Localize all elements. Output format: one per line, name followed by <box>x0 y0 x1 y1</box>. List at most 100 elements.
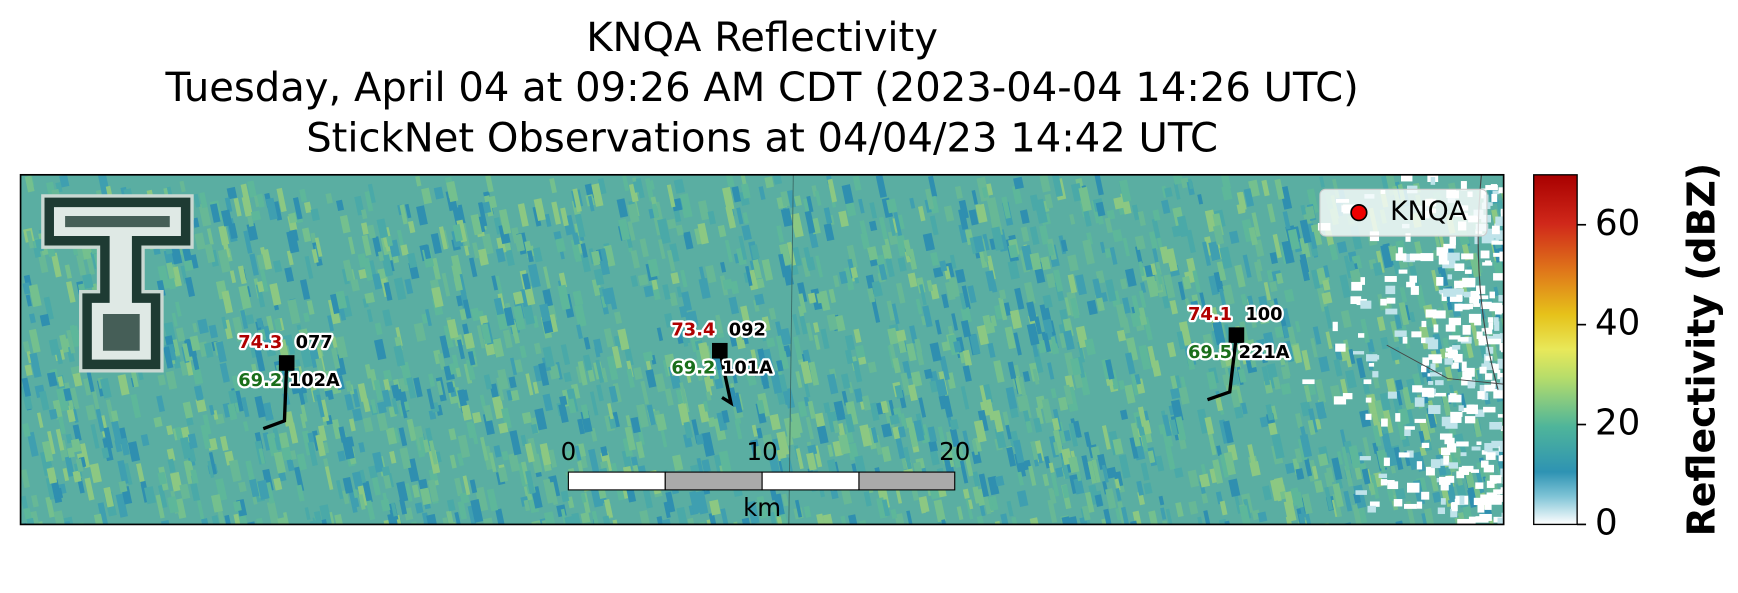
echo <box>664 312 674 328</box>
echo <box>1007 260 1020 280</box>
clear-air <box>1406 450 1414 458</box>
echo <box>470 213 483 236</box>
clear-air <box>1414 418 1426 423</box>
echo <box>533 198 546 222</box>
clear-air <box>1404 429 1411 437</box>
echo <box>642 351 654 362</box>
echo <box>166 262 176 281</box>
echo <box>766 337 776 348</box>
echo <box>1301 493 1313 515</box>
echo <box>389 450 397 464</box>
echo <box>786 241 797 266</box>
echo <box>656 516 666 525</box>
echo <box>792 313 801 336</box>
echo <box>359 469 367 484</box>
echo <box>1273 298 1280 310</box>
echo <box>679 322 689 347</box>
echo <box>498 209 512 235</box>
echo <box>377 251 385 262</box>
echo <box>756 495 768 519</box>
clear-air <box>1497 414 1504 418</box>
echo <box>630 416 641 434</box>
echo <box>617 328 630 351</box>
echo <box>929 215 939 236</box>
echo <box>491 395 506 420</box>
echo <box>82 273 94 289</box>
echo <box>348 418 356 432</box>
clear-air <box>1447 274 1453 280</box>
echo <box>794 499 803 518</box>
echo <box>341 436 355 460</box>
echo <box>884 238 893 259</box>
echo <box>841 184 854 205</box>
echo <box>224 514 233 525</box>
echo <box>508 376 517 389</box>
echo <box>995 475 1005 487</box>
echo <box>778 350 790 370</box>
echo <box>427 479 439 503</box>
echo <box>1138 290 1147 308</box>
echo <box>124 463 133 486</box>
echo <box>448 428 457 441</box>
clear-air <box>1448 335 1461 340</box>
echo <box>841 390 849 406</box>
echo <box>751 424 758 437</box>
echo <box>1261 179 1270 197</box>
echo <box>949 419 959 431</box>
station-marker <box>278 355 295 371</box>
echo <box>915 298 923 315</box>
echo <box>387 513 398 525</box>
echo <box>750 349 760 374</box>
echo <box>914 338 923 354</box>
clear-air <box>1473 303 1480 307</box>
echo <box>666 249 676 272</box>
echo <box>1348 348 1356 365</box>
echo <box>1134 235 1146 251</box>
echo <box>403 401 410 411</box>
clear-air <box>1448 317 1461 326</box>
echo <box>949 428 960 448</box>
echo <box>885 258 895 278</box>
echo <box>1321 291 1333 305</box>
echo <box>342 259 354 282</box>
echo <box>1016 490 1029 507</box>
echo <box>428 440 438 465</box>
echo <box>1501 317 1504 333</box>
echo <box>1394 314 1403 330</box>
clear-air <box>1500 487 1504 493</box>
echo <box>1084 338 1096 356</box>
echo <box>370 399 378 414</box>
echo <box>846 244 858 269</box>
echo <box>493 297 505 316</box>
echo <box>466 421 476 439</box>
echo <box>832 420 840 434</box>
clear-air <box>1492 190 1500 195</box>
echo <box>166 425 174 436</box>
echo <box>918 397 927 418</box>
clear-air <box>1500 345 1504 353</box>
echo <box>221 316 228 330</box>
clear-air <box>1503 496 1504 502</box>
echo <box>140 433 150 447</box>
echo <box>64 456 75 477</box>
echo <box>1061 516 1073 525</box>
echo <box>1368 482 1376 496</box>
echo <box>700 342 711 361</box>
echo <box>626 368 635 388</box>
echo <box>559 395 568 406</box>
echo <box>498 422 509 434</box>
station-id: 102A <box>289 370 340 391</box>
echo <box>1016 395 1029 412</box>
clear-air <box>1385 308 1398 315</box>
echo <box>303 201 312 214</box>
echo <box>1354 467 1363 480</box>
echo <box>59 174 70 188</box>
echo <box>968 209 979 226</box>
echo <box>960 319 972 338</box>
echo <box>539 303 551 323</box>
echo <box>1357 504 1368 524</box>
echo <box>1208 241 1221 261</box>
echo <box>1037 453 1043 464</box>
echo <box>624 347 634 366</box>
echo <box>790 212 804 238</box>
